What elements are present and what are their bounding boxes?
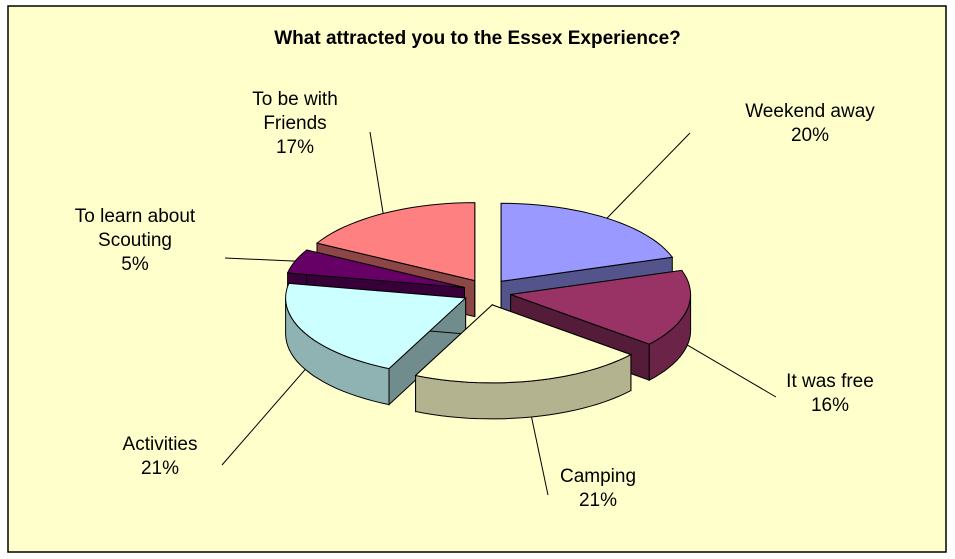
data-label: Camping 21% — [543, 465, 653, 513]
label-value: 16% — [810, 395, 850, 416]
data-label: To learn about Scouting 5% — [55, 205, 215, 277]
leader-line — [221, 369, 306, 466]
pie-slice — [285, 282, 467, 406]
leader-line — [606, 132, 691, 219]
data-label: It was free 16% — [770, 370, 890, 418]
slice-top — [414, 304, 633, 384]
data-label: To be with Friends 17% — [240, 88, 350, 160]
chart-title: What attracted you to the Essex Experien… — [274, 28, 681, 49]
chart-area — [7, 5, 947, 553]
label-name: Weekend away — [745, 101, 875, 122]
leader-line — [224, 257, 296, 262]
label-value: 5% — [121, 254, 149, 275]
label-name: Activities — [122, 434, 198, 455]
label-value: 21% — [578, 490, 618, 511]
label-value: 17% — [275, 137, 315, 158]
pie-slice — [414, 303, 633, 420]
leader-line — [531, 416, 549, 496]
label-name: To learn about Scouting — [74, 206, 196, 251]
leader-line — [687, 344, 777, 398]
slice-top — [285, 282, 467, 370]
slice-top — [510, 269, 692, 345]
label-name: To be with Friends — [252, 89, 338, 134]
data-label: Activities 21% — [105, 433, 215, 481]
leader-line — [369, 131, 384, 214]
label-name: It was free — [786, 371, 874, 392]
label-value: 20% — [790, 125, 830, 146]
label-value: 21% — [140, 458, 180, 479]
label-name: Camping — [559, 466, 637, 487]
data-label: Weekend away 20% — [730, 100, 890, 148]
slice-top — [286, 249, 465, 288]
